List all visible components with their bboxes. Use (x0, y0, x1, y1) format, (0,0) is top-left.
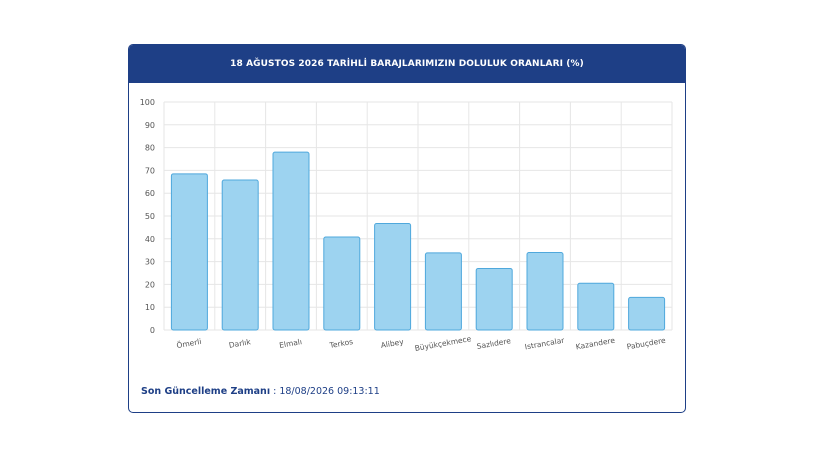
y-tick-label: 20 (145, 280, 155, 289)
y-tick-label: 80 (145, 144, 155, 153)
x-axis-labels: Ömerli Darlık Elmalı Terkos Alibey Büyükçekme… (176, 334, 667, 353)
y-tick-label: 60 (145, 189, 155, 198)
last-update: Son Güncelleme Zamanı : 18/08/2026 09:13… (141, 386, 380, 397)
x-tick-label: Alibey (380, 337, 405, 350)
y-tick-label: 70 (145, 166, 155, 175)
y-tick-label: 50 (145, 212, 155, 221)
bar-darlık (221, 179, 259, 331)
bars (170, 151, 666, 331)
bar-pabuçdere (628, 296, 666, 331)
x-tick-label: Büyükçekmece (414, 334, 472, 353)
y-tick-label: 0 (150, 326, 155, 335)
x-tick-label: Ömerli (176, 337, 202, 350)
bar-terkos (323, 236, 361, 331)
y-tick-label: 30 (145, 258, 155, 267)
last-update-label: Son Güncelleme Zamanı (141, 386, 271, 397)
last-update-separator: : (270, 386, 280, 397)
x-tick-label: Sazlıdere (476, 336, 512, 351)
y-tick-label: 10 (145, 303, 155, 312)
bar-chart: 0 10 20 30 40 50 60 70 80 90 100 Ömerli Darlık Elmal… (140, 98, 673, 353)
chart-title: 18 AĞUSTOS 2026 TARİHLİ BARAJLARIMIZIN D… (129, 45, 685, 83)
y-tick-label: 90 (145, 121, 155, 130)
chart-card: 18 AĞUSTOS 2026 TARİHLİ BARAJLARIMIZIN D… (128, 44, 686, 413)
x-tick-label: Elmalı (279, 337, 303, 350)
bar-ömerli (170, 173, 208, 331)
x-tick-label: Istrancalar (524, 335, 566, 351)
bar-elmalı (272, 151, 310, 331)
last-update-timestamp: 18/08/2026 09:13:11 (279, 386, 380, 397)
y-tick-label: 40 (145, 235, 155, 244)
bar-istrancalar (526, 251, 564, 331)
bar-kazandere (577, 282, 615, 331)
x-tick-label: Darlık (228, 337, 252, 350)
bar-sazlıdere (475, 267, 513, 331)
bar-alibey (374, 223, 412, 331)
x-tick-label: Kazandere (575, 336, 616, 352)
y-tick-label: 100 (140, 98, 155, 107)
x-tick-label: Terkos (328, 337, 354, 350)
bar-büyükçekmece (424, 252, 462, 331)
x-tick-label: Pabuçdere (626, 336, 667, 352)
y-axis-ticks: 0 10 20 30 40 50 60 70 80 90 100 (140, 98, 155, 335)
